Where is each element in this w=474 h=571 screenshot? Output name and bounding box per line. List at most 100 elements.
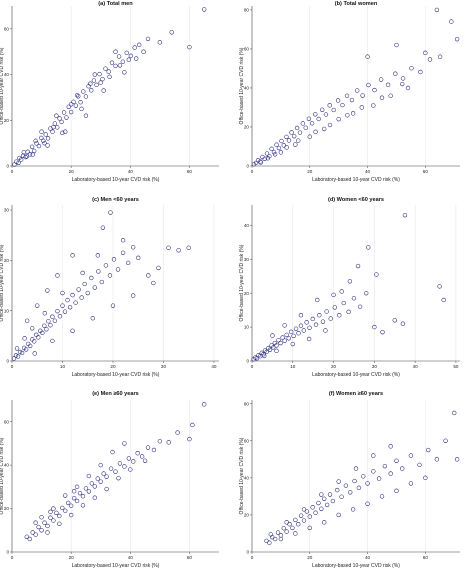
data-point [300,121,306,126]
data-point [275,530,281,535]
x-tick-label: 60 [423,555,429,560]
data-point [109,60,115,65]
y-tick-label: 20 [244,291,250,296]
data-point [270,333,275,338]
data-point [166,245,171,250]
data-point [89,88,94,93]
data-point [286,336,291,341]
y-tick-label: 80 [244,8,250,13]
data-point [92,285,97,290]
data-point [64,115,69,120]
data-point [124,50,129,56]
data-point [315,297,320,303]
data-point [76,94,81,99]
data-point [307,134,312,139]
data-point [83,113,89,118]
x-tick-label: 20 [307,555,313,560]
data-point [29,144,35,149]
data-point [33,138,38,144]
data-point [95,476,100,481]
data-point [294,125,300,131]
y-tick-label: 0 [246,359,249,364]
x-tick-label: 0 [251,555,254,560]
data-point [291,333,296,339]
data-point [400,81,405,87]
data-point [55,125,60,130]
data-point [142,458,148,463]
data-point [71,99,76,104]
x-axis-label: Laboratory-based 10-year CVD risk (%) [312,177,400,183]
data-point [24,318,30,323]
x-tick-label: 20 [69,169,75,174]
data-point [437,284,442,289]
data-point [327,492,333,497]
data-point [281,526,286,531]
data-point [45,136,51,141]
y-tick-label: 60 [4,419,10,424]
data-point [382,464,388,469]
x-tick-label: 0 [11,169,14,174]
data-point [327,122,333,128]
y-tick-label: 20 [4,258,10,263]
x-tick-label: 20 [307,169,313,174]
data-point [454,36,460,42]
y-axis-label: Office-based 10-year CVD risk (%) [239,437,245,514]
data-point [89,275,94,281]
x-tick-label: 50 [453,364,459,369]
data-point [14,159,19,164]
data-point [284,520,289,525]
data-point [337,313,342,318]
x-tick-label: 30 [161,364,167,369]
data-point [307,325,312,330]
data-point [443,438,448,443]
data-point [28,343,33,349]
data-point [122,70,127,75]
data-point [297,130,303,135]
data-point [274,142,279,147]
data-point [12,162,17,167]
data-point [278,340,283,346]
data-point [292,133,297,139]
panel-title: (b) Total women [335,1,378,7]
data-point [345,113,350,118]
data-point [25,149,30,155]
panel-title: (e) Men ≥60 years [92,391,139,397]
data-point [156,265,161,271]
data-point [272,536,278,542]
y-axis-label: Office-based 10-year CVD risk (%) [0,437,5,514]
data-point [282,338,287,343]
data-point [307,525,312,531]
data-point [39,135,44,141]
x-tick-label: 20 [69,555,75,560]
data-point [284,145,289,150]
data-point [45,530,50,535]
data-point [286,138,292,143]
data-point [80,503,86,508]
data-point [120,238,126,243]
data-point [269,146,274,152]
data-point [46,319,51,324]
data-point [262,353,267,359]
data-point [322,520,327,525]
data-point [348,490,353,495]
data-point [81,89,86,94]
data-point [296,522,301,527]
data-point [88,81,93,86]
data-point [92,72,97,77]
data-point [101,88,106,93]
data-point [57,116,62,121]
data-point [100,225,106,230]
data-point [36,524,41,530]
data-point [280,335,285,340]
y-tick-label: 10 [244,325,250,330]
data-point [65,297,70,303]
y-tick-label: 60 [4,26,10,31]
data-point [68,109,74,115]
data-point [39,129,44,134]
data-point [89,481,95,486]
data-point [265,156,271,161]
x-tick-label: 20 [110,364,116,369]
data-point [141,49,146,54]
y-tick-label: 80 [244,401,250,406]
data-point [341,300,346,306]
